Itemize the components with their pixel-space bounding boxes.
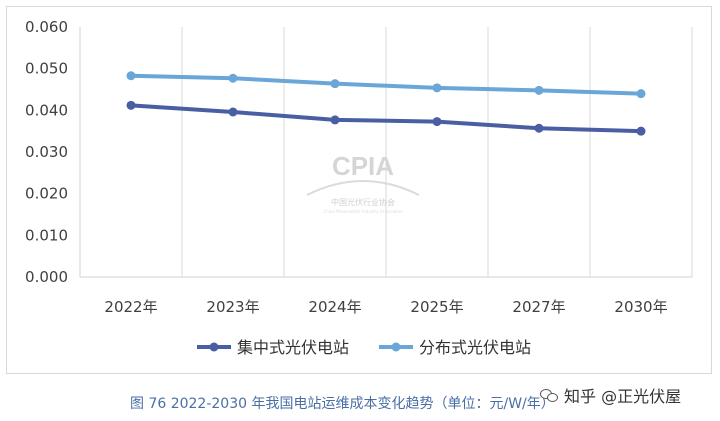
data-point [534, 123, 544, 133]
data-point [330, 115, 340, 125]
data-point [534, 85, 544, 95]
figure-caption: 图 76 2022-2030 年我国电站运维成本变化趋势（单位：元/W/年） [130, 396, 555, 412]
brand-text: 知乎 @正光伏屋 [564, 387, 682, 406]
y-tick-label: 0.060 [25, 18, 68, 36]
x-tick-label: 2023年 [206, 298, 259, 316]
data-point [636, 89, 646, 99]
series-line-1 [130, 103, 642, 134]
axes: 0.000 0.010 0.020 0.030 0.040 0.050 0.060 2022年… [25, 18, 693, 316]
legend: 集中式光伏电站 分布式光伏电站 [197, 338, 531, 357]
chat-bubbles-icon [540, 388, 558, 402]
data-point [636, 126, 646, 136]
y-tick-label: 0.040 [25, 101, 68, 119]
data-point [330, 79, 340, 89]
legend-label-1: 集中式光伏电站 [237, 338, 349, 357]
data-point [126, 71, 136, 81]
legend-marker-1 [209, 342, 219, 352]
data-point [228, 73, 238, 83]
data-point [228, 107, 238, 117]
y-tick-label: 0.050 [25, 60, 68, 78]
watermark-logo-text: CPIA [332, 151, 394, 181]
chart-frame: CPIA 中国光伏行业协会 China Photovoltaic Industr… [6, 6, 712, 374]
brand-watermark: 知乎 @正光伏屋 [540, 383, 681, 407]
data-point [432, 117, 442, 127]
x-tick-label: 2027年 [512, 298, 565, 316]
x-tick-label: 2030年 [614, 298, 667, 316]
series-layer [126, 71, 646, 136]
legend-marker-2 [391, 342, 401, 352]
y-tick-label: 0.000 [25, 268, 68, 286]
series-line-2 [130, 73, 642, 96]
x-tick-label: 2024年 [308, 298, 361, 316]
cpia-watermark: CPIA 中国光伏行业协会 China Photovoltaic Industr… [306, 151, 420, 214]
data-point [432, 83, 442, 93]
y-tick-label: 0.020 [25, 185, 68, 203]
y-tick-label: 0.030 [25, 143, 68, 161]
line-chart: CPIA 中国光伏行业协会 China Photovoltaic Industr… [25, 18, 693, 357]
watermark-org-name-en: China Photovoltaic Industry Association [323, 209, 403, 214]
x-tick-label: 2025年 [410, 298, 463, 316]
watermark-org-name: 中国光伏行业协会 [331, 197, 395, 207]
legend-label-2: 分布式光伏电站 [419, 338, 531, 357]
data-point [126, 100, 136, 110]
y-tick-label: 0.010 [25, 226, 68, 244]
x-tick-label: 2022年 [104, 298, 157, 316]
